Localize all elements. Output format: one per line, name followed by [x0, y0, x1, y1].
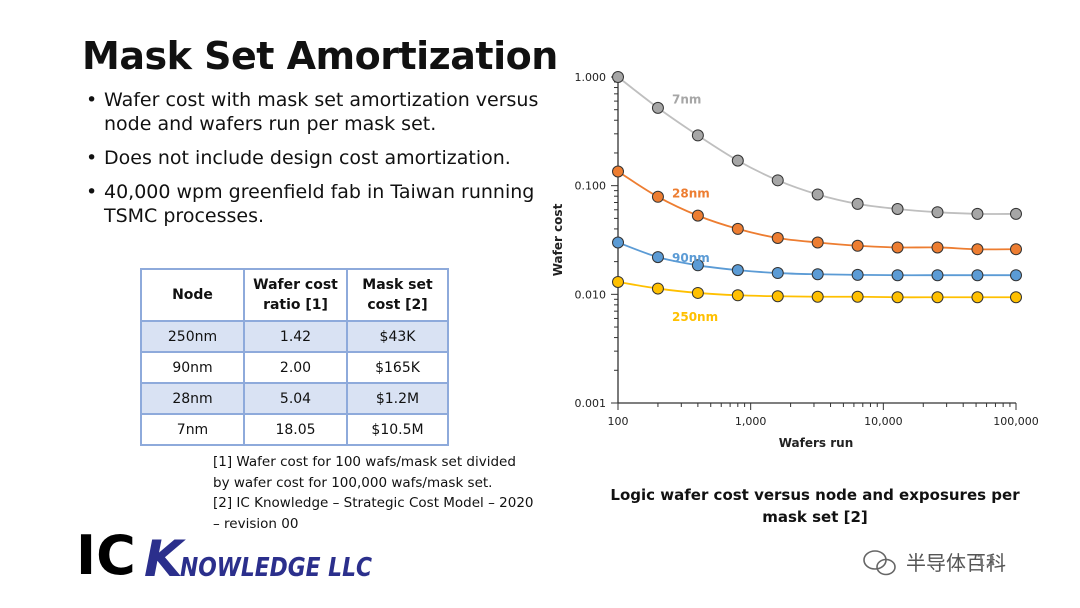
table-cell: 5.04 [243, 382, 348, 415]
data-point-28nm [811, 236, 824, 249]
data-point-90nm [931, 269, 944, 282]
data-point-90nm [771, 267, 784, 280]
node-cost-table: Node Wafer cost ratio [1] Mask set cost … [140, 268, 449, 446]
table-row: 7nm 18.05 $10.5M [140, 413, 449, 446]
series-label-90nm: 90nm [672, 251, 710, 265]
series-label-250nm: 250nm [672, 310, 718, 324]
data-point-28nm [691, 209, 704, 222]
table-cell: $165K [346, 351, 449, 384]
data-point-28nm [731, 222, 744, 235]
x-tick-label: 100,000 [993, 415, 1039, 428]
data-point-28nm [971, 243, 984, 256]
table-cell: 18.05 [243, 413, 348, 446]
data-point-7nm [971, 207, 984, 220]
data-point-28nm [851, 239, 864, 252]
data-point-250nm [891, 291, 904, 304]
table-row: 28nm 5.04 $1.2M [140, 382, 449, 415]
y-tick-label: 0.001 [575, 397, 607, 410]
data-point-90nm [891, 269, 904, 282]
wechat-icon [863, 550, 896, 576]
table-cell: $10.5M [346, 413, 449, 446]
data-point-28nm [891, 241, 904, 254]
table-header-wafer-cost: Wafer cost ratio [1] [243, 268, 348, 322]
page-number: 13 [976, 552, 996, 570]
data-point-28nm [612, 165, 624, 178]
table-row: 90nm 2.00 $165K [140, 351, 449, 384]
data-point-250nm [731, 289, 744, 302]
table-cell: $43K [346, 320, 449, 353]
table-header-row: Node Wafer cost ratio [1] Mask set cost … [140, 268, 449, 322]
footnote-2: [2] IC Knowledge – Strategic Cost Model … [213, 495, 534, 532]
y-tick-label: 1.000 [575, 71, 607, 84]
data-point-28nm [931, 241, 944, 254]
data-point-7nm [771, 174, 784, 187]
series-label-28nm: 28nm [672, 186, 710, 200]
logo-text-k: K [144, 530, 186, 584]
data-point-28nm [771, 231, 784, 244]
data-point-90nm [651, 251, 664, 264]
data-point-28nm [651, 190, 664, 203]
bullet-list: Wafer cost with mask set amortization ve… [84, 88, 544, 238]
data-point-250nm [931, 291, 944, 304]
y-tick-label: 0.100 [575, 180, 607, 193]
footnotes: [1] Wafer cost for 100 wafs/mask set div… [213, 452, 535, 534]
table-header-node: Node [140, 268, 245, 322]
series-label-7nm: 7nm [672, 93, 701, 107]
data-point-250nm [1010, 291, 1022, 304]
data-point-90nm [1010, 269, 1022, 282]
data-point-7nm [691, 129, 704, 142]
data-point-7nm [851, 197, 864, 210]
table-cell: 250nm [140, 320, 245, 353]
data-point-250nm [612, 275, 624, 288]
table-cell: 28nm [140, 382, 245, 415]
watermark-text: 半导体百科 [906, 551, 1006, 575]
watermark: 半导体百科 [863, 550, 1006, 576]
data-point-90nm [971, 269, 984, 282]
data-point-250nm [811, 290, 824, 303]
data-point-7nm [1010, 207, 1022, 220]
ic-knowledge-logo: IC K NOWLEDGE LLC [76, 524, 372, 584]
data-point-250nm [971, 291, 984, 304]
data-point-90nm [731, 264, 744, 277]
x-tick-label: 1,000 [735, 415, 767, 428]
data-point-7nm [891, 202, 904, 215]
chart-axes: 100 1,000 10,000 100,000 0.001 0.010 0.100 1.00… [575, 71, 1039, 428]
table-row: 250nm 1.42 $43K [140, 320, 449, 353]
y-tick-label: 0.010 [575, 288, 607, 301]
chart-series: 7nm 28nm 90nm 250nm [612, 71, 1022, 324]
logo-text-ic: IC [76, 524, 136, 584]
table-cell: 90nm [140, 351, 245, 384]
data-point-90nm [691, 259, 704, 272]
data-point-90nm [851, 268, 864, 281]
data-point-90nm [612, 236, 624, 249]
data-point-250nm [851, 290, 864, 303]
table-cell: 2.00 [243, 351, 348, 384]
data-point-28nm [1010, 243, 1022, 256]
x-tick-label: 100 [608, 415, 629, 428]
data-point-7nm [731, 154, 744, 167]
data-point-90nm [811, 268, 824, 281]
data-point-7nm [612, 71, 624, 83]
data-point-7nm [811, 188, 824, 201]
footnote-1: [1] Wafer cost for 100 wafs/mask set div… [213, 454, 516, 491]
x-axis-label: Wafers run [779, 436, 854, 450]
bullet-item: 40,000 wpm greenfield fab in Taiwan runn… [84, 180, 544, 228]
data-point-250nm [651, 282, 664, 295]
data-point-7nm [651, 101, 664, 114]
slide-title: Mask Set Amortization [82, 34, 558, 78]
bullet-item: Wafer cost with mask set amortization ve… [84, 88, 544, 136]
wafer-cost-chart: 100 1,000 10,000 100,000 0.001 0.010 0.100 1.00… [551, 71, 1039, 450]
data-point-7nm [931, 206, 944, 219]
bullet-item: Does not include design cost amortizatio… [84, 146, 544, 170]
chart-caption: Logic wafer cost versus node and exposur… [610, 486, 1020, 526]
table-cell: 1.42 [243, 320, 348, 353]
data-point-250nm [691, 286, 704, 299]
table-cell: 7nm [140, 413, 245, 446]
logo-text-rest: NOWLEDGE LLC [180, 553, 372, 583]
table-header-mask-cost: Mask set cost [2] [346, 268, 449, 322]
table-cell: $1.2M [346, 382, 449, 415]
data-point-250nm [771, 290, 784, 303]
x-tick-label: 10,000 [864, 415, 903, 428]
y-axis-label: Wafer cost [551, 203, 565, 276]
